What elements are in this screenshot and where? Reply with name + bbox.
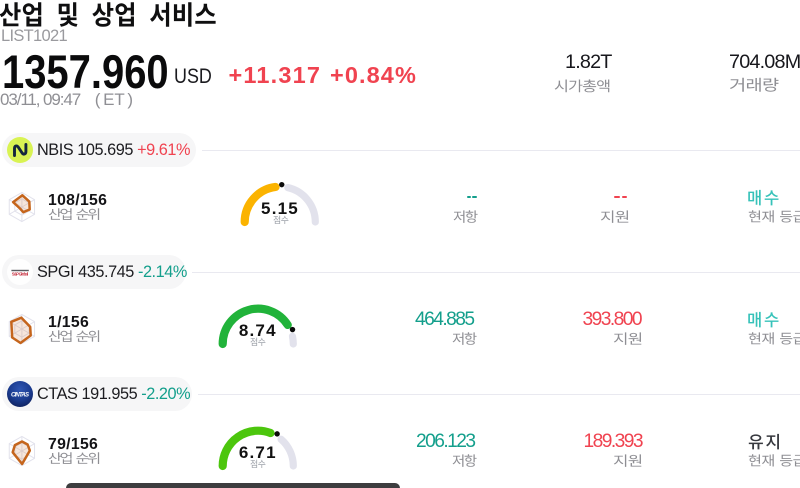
svg-text:CINTAS: CINTAS: [11, 393, 29, 399]
svg-text:S&P Global: S&P Global: [12, 271, 29, 276]
